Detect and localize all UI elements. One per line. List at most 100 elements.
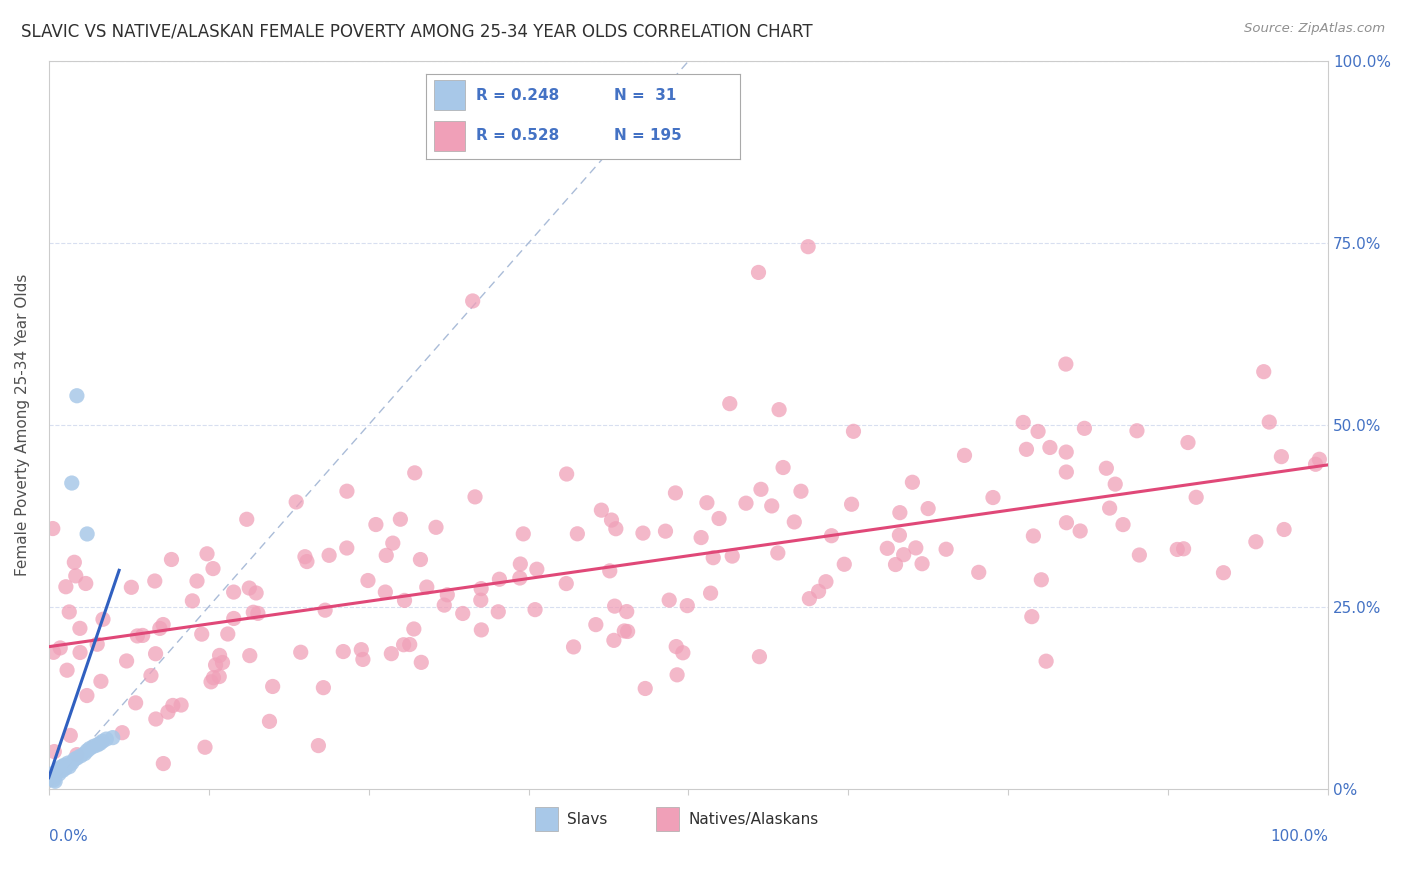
Point (190, 627, 212, 641)
Point (1308, 452, 1330, 467)
Point (699, 586, 721, 600)
Point (749, 483, 772, 497)
Point (63, 555, 86, 569)
Point (1021, 609, 1043, 624)
Point (672, 646, 695, 660)
Text: Source: ZipAtlas.com: Source: ZipAtlas.com (1244, 22, 1385, 36)
Point (312, 681, 335, 695)
Point (768, 402, 790, 417)
Point (470, 623, 492, 637)
Point (124, 696, 146, 710)
Point (664, 486, 686, 500)
Point (616, 624, 638, 639)
Point (404, 466, 426, 480)
Point (814, 574, 837, 589)
Point (352, 652, 374, 666)
Point (904, 541, 927, 555)
Point (332, 644, 354, 658)
Point (666, 668, 689, 682)
Point (259, 714, 281, 729)
Point (658, 593, 681, 607)
Point (66, 751, 89, 765)
Point (149, 622, 172, 636)
Point (1069, 524, 1091, 538)
Point (90, 674, 112, 689)
Point (131, 628, 153, 642)
Point (555, 576, 578, 591)
Point (631, 526, 654, 541)
Point (702, 550, 724, 565)
Point (748, 649, 770, 664)
Point (156, 705, 179, 719)
Text: 100.0%: 100.0% (1270, 829, 1329, 844)
Point (204, 658, 226, 673)
Point (1212, 566, 1234, 580)
Point (91, 612, 114, 626)
Point (145, 647, 167, 661)
Point (917, 501, 939, 516)
Point (911, 557, 934, 571)
Point (1270, 450, 1292, 464)
Point (555, 467, 578, 481)
Point (599, 564, 621, 578)
Point (127, 629, 149, 643)
Point (194, 740, 217, 755)
Point (761, 499, 783, 513)
Point (509, 557, 531, 571)
Point (1272, 523, 1295, 537)
Point (790, 484, 813, 499)
Point (222, 585, 245, 599)
Point (1054, 445, 1077, 459)
Point (76, 689, 98, 703)
Point (195, 547, 218, 561)
Point (747, 265, 769, 279)
Point (75, 576, 97, 591)
Point (59, 728, 82, 742)
Point (336, 484, 359, 499)
Point (512, 527, 534, 541)
Point (1104, 477, 1126, 491)
Point (76, 744, 98, 758)
Point (375, 549, 398, 563)
Point (1305, 457, 1327, 471)
FancyBboxPatch shape (657, 807, 679, 830)
Point (381, 536, 404, 550)
Point (486, 605, 509, 619)
Y-axis label: Female Poverty Among 25-34 Year Olds: Female Poverty Among 25-34 Year Olds (15, 274, 30, 576)
Point (246, 607, 269, 621)
Point (44, 745, 66, 759)
Point (470, 593, 492, 607)
Point (211, 656, 233, 670)
Point (49, 761, 72, 775)
Point (96, 732, 118, 747)
Point (242, 605, 264, 619)
Point (718, 397, 741, 411)
Text: SLAVIC VS NATIVE/ALASKAN FEMALE POVERTY AMONG 25-34 YEAR OLDS CORRELATION CHART: SLAVIC VS NATIVE/ALASKAN FEMALE POVERTY … (21, 22, 813, 40)
Point (186, 574, 208, 588)
Point (654, 524, 676, 538)
Point (842, 425, 865, 439)
Point (402, 622, 425, 636)
Point (1073, 421, 1095, 435)
Point (41, 771, 63, 785)
Point (807, 584, 830, 599)
Point (357, 574, 380, 588)
Point (884, 558, 907, 572)
Point (1026, 425, 1049, 439)
Point (350, 642, 373, 657)
Point (967, 566, 990, 580)
Point (411, 656, 433, 670)
Point (1054, 357, 1077, 371)
Point (66, 389, 89, 403)
Point (58, 760, 80, 774)
Point (307, 739, 329, 753)
Point (1126, 424, 1149, 438)
Point (1098, 501, 1121, 516)
Point (86, 637, 108, 651)
Point (83, 739, 105, 754)
Point (665, 640, 688, 654)
Point (44, 768, 66, 782)
Point (222, 611, 245, 625)
Point (101, 731, 124, 745)
Point (696, 496, 718, 510)
